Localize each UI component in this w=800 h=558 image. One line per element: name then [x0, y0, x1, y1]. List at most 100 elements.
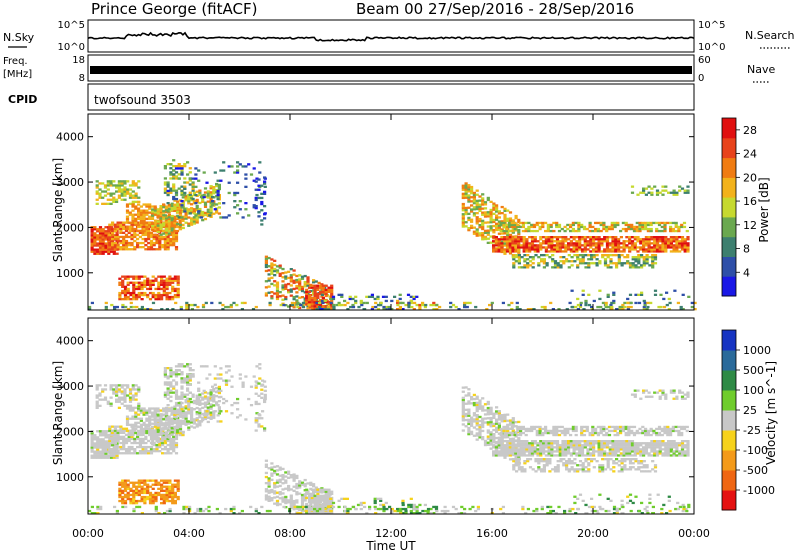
- heatmap-cell: [154, 419, 157, 421]
- heatmap-cell: [572, 230, 575, 232]
- heatmap-cell: [319, 497, 322, 499]
- heatmap-cell: [648, 248, 651, 250]
- heatmap-cell: [677, 226, 680, 228]
- heatmap-cell: [484, 442, 487, 444]
- heatmap-cell: [179, 226, 182, 228]
- heatmap-cell: [467, 388, 470, 390]
- heatmap-cell: [410, 498, 413, 500]
- heatmap-cell: [603, 238, 606, 240]
- heatmap-cell: [114, 428, 117, 430]
- heatmap-cell: [152, 282, 155, 284]
- heatmap-cell: [421, 304, 424, 306]
- heatmap-cell: [104, 184, 107, 186]
- heatmap-cell: [172, 385, 175, 387]
- heatmap-cell: [388, 306, 391, 308]
- heatmap-cell: [473, 233, 476, 235]
- heatmap-cell: [261, 410, 264, 412]
- heatmap-cell: [602, 224, 605, 226]
- heatmap-cell: [174, 496, 177, 498]
- heatmap-cell: [659, 240, 662, 242]
- heatmap-cell: [142, 440, 145, 442]
- heatmap-cell: [669, 222, 672, 224]
- heatmap-cell: [636, 240, 639, 242]
- heatmap-cell: [132, 282, 135, 284]
- heatmap-cell: [630, 306, 633, 308]
- heatmap-cell: [279, 481, 282, 483]
- heatmap-cell: [118, 284, 121, 286]
- heatmap-cell: [154, 298, 157, 300]
- heatmap-cell: [311, 499, 314, 501]
- heatmap-cell: [123, 199, 126, 201]
- heatmap-cell: [517, 246, 520, 248]
- heatmap-cell: [363, 302, 366, 304]
- heatmap-cell: [298, 486, 301, 488]
- heatmap-cell: [167, 240, 170, 242]
- heatmap-cell: [117, 236, 120, 238]
- heatmap-cell: [500, 244, 503, 246]
- heatmap-cell: [527, 228, 530, 230]
- heatmap-cell: [462, 193, 465, 195]
- heatmap-cell: [147, 246, 150, 248]
- heatmap-cell: [115, 392, 118, 394]
- heatmap-cell: [137, 426, 140, 428]
- heatmap-cell: [192, 186, 195, 188]
- heatmap-cell: [621, 264, 624, 266]
- heatmap-cell: [255, 306, 258, 308]
- heatmap-cell: [146, 484, 149, 486]
- cpid-panel: CPID twofsound 3503: [8, 84, 694, 110]
- heatmap-cell: [131, 416, 134, 418]
- heatmap-cell: [214, 377, 217, 379]
- freq-tick-bottom: 8: [79, 73, 85, 84]
- heatmap-cell: [138, 490, 141, 492]
- heatmap-cell: [561, 246, 564, 248]
- heatmap-cell: [573, 250, 576, 252]
- heatmap-cell: [217, 192, 220, 194]
- heatmap-cell: [484, 201, 487, 203]
- heatmap-cell: [126, 210, 129, 212]
- heatmap-cell: [121, 188, 124, 190]
- heatmap-cell: [193, 200, 196, 202]
- heatmap-cell: [111, 434, 114, 436]
- heatmap-cell: [122, 232, 125, 234]
- heatmap-cell: [166, 486, 169, 488]
- heatmap-cell: [495, 244, 498, 246]
- heatmap-cell: [360, 300, 363, 302]
- heatmap-cell: [129, 184, 132, 186]
- heatmap-cell: [517, 240, 520, 242]
- heatmap-cell: [631, 240, 634, 242]
- heatmap-cell: [268, 286, 271, 288]
- heatmap-cell: [481, 212, 484, 214]
- heatmap-cell: [138, 284, 141, 286]
- heatmap-cell: [183, 177, 186, 179]
- heatmap-cell: [270, 489, 273, 491]
- heatmap-cell: [164, 373, 167, 375]
- heatmap-cell: [628, 246, 631, 248]
- heatmap-cell: [614, 248, 617, 250]
- heatmap-cell: [637, 266, 640, 268]
- heatmap-cell: [357, 306, 360, 308]
- heatmap-cell: [556, 240, 559, 242]
- heatmap-cell: [205, 365, 208, 367]
- heatmap-cell: [178, 398, 181, 400]
- heatmap-cell: [187, 423, 190, 425]
- nsky-trace: [88, 33, 694, 41]
- heatmap-cell: [270, 258, 273, 260]
- heatmap-cell: [517, 236, 520, 238]
- heatmap-cell: [658, 224, 661, 226]
- heatmap-cell: [465, 221, 468, 223]
- heatmap-cell: [298, 289, 301, 291]
- y-tick-label: 2000: [56, 221, 84, 234]
- heatmap-cell: [201, 407, 204, 409]
- heatmap-cell: [263, 183, 266, 185]
- heatmap-cell: [118, 292, 121, 294]
- heatmap-cell: [225, 410, 228, 412]
- heatmap-cell: [404, 510, 407, 512]
- heatmap-cell: [640, 294, 643, 296]
- heatmap-cell: [123, 186, 126, 188]
- heatmap-cell: [207, 396, 210, 398]
- heatmap-cell: [263, 191, 266, 193]
- heatmap-cell: [110, 195, 113, 197]
- heatmap-cell: [162, 414, 165, 416]
- heatmap-cell: [152, 498, 155, 500]
